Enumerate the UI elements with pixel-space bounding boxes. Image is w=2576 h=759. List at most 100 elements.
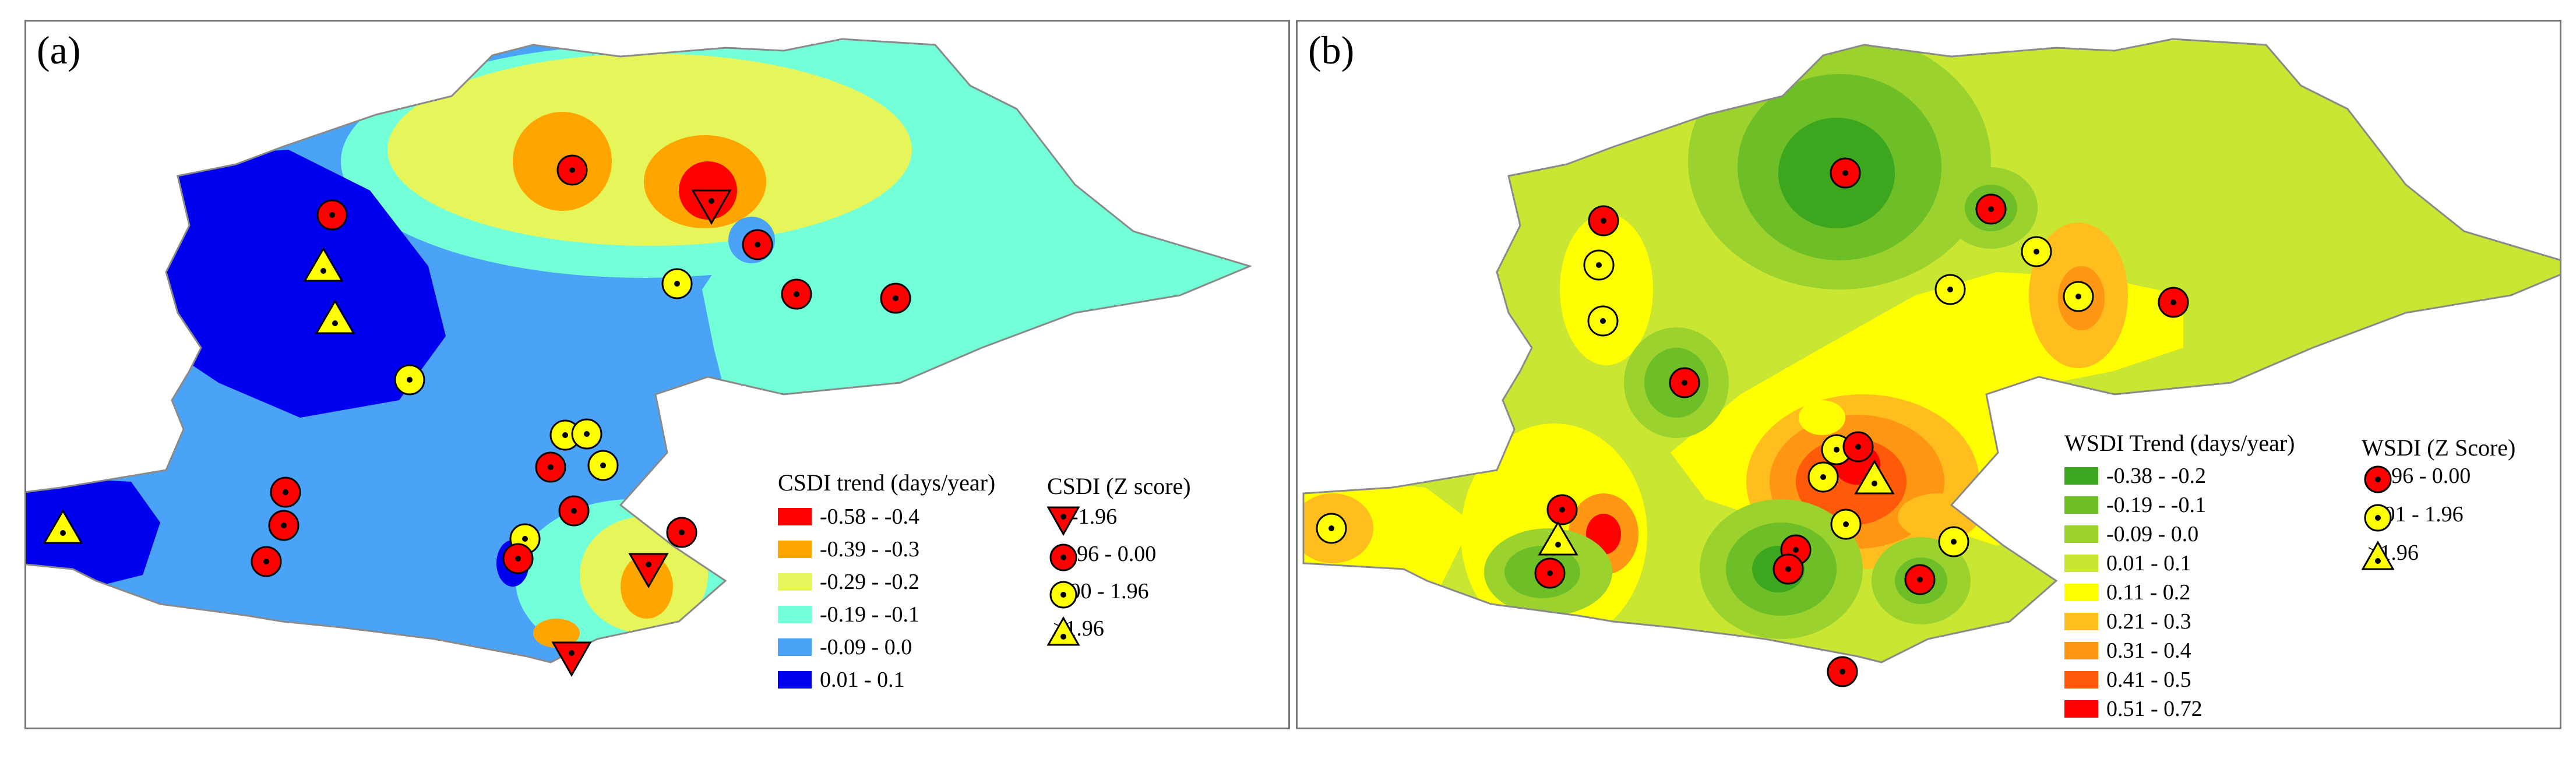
trend-legend-item: -0.19 - -0.1 xyxy=(2064,492,2206,518)
station-yellow-circle xyxy=(587,450,619,481)
z-legend-item: -1.96 - 0.00 xyxy=(2362,463,2471,493)
legend-swatch xyxy=(2064,584,2098,601)
trend-legend-item: -0.09 - 0.0 xyxy=(778,634,912,660)
station-red-triangle-down xyxy=(628,553,669,589)
station-red-circle xyxy=(742,229,773,260)
z-legend-item: 0.01 - 1.96 xyxy=(2362,502,2464,532)
wsdi-trend-legend-title: WSDI Trend (days/year) xyxy=(2064,430,2295,456)
z-legend-item: -1.96 - 0.00 xyxy=(1047,541,1156,571)
station-red-circle xyxy=(1827,656,1858,687)
station-yellow-circle xyxy=(2021,236,2052,267)
station-red-circle xyxy=(556,154,588,186)
station-yellow-circle xyxy=(661,268,693,299)
station-red-circle xyxy=(1546,494,1578,525)
legend-swatch xyxy=(778,573,812,591)
trend-legend-item: -0.29 - -0.2 xyxy=(778,569,919,595)
z-legend-item: >1.96 xyxy=(2362,540,2419,570)
legend-swatch xyxy=(2064,671,2098,689)
z-legend-item: < -1.96 xyxy=(1047,504,1117,536)
trend-legend-item: 0.01 - 0.1 xyxy=(2064,550,2191,576)
legend-swatch xyxy=(778,541,812,558)
csdi-map-graphic xyxy=(26,38,1253,677)
trend-legend-item: 0.21 - 0.3 xyxy=(2064,609,2191,634)
panel-a-csdi-map: (a) CSDI trend (days/year) -0.58 - -0.4 -… xyxy=(24,20,1290,729)
trend-legend-item: 0.31 - 0.4 xyxy=(2064,638,2191,663)
station-red-circle xyxy=(1904,564,1936,595)
legend-swatch xyxy=(2064,555,2098,572)
station-red-circle xyxy=(1830,157,1861,189)
station-yellow-triangle xyxy=(303,247,344,282)
station-yellow-circle xyxy=(1830,509,1862,540)
station-red-circle xyxy=(1534,557,1566,589)
trend-legend-item: -0.39 - -0.3 xyxy=(778,536,919,562)
legend-swatch xyxy=(778,638,812,656)
legend-label: -0.58 - -0.4 xyxy=(820,504,919,529)
station-yellow-circle xyxy=(571,418,602,450)
trend-legend-item: -0.38 - -0.2 xyxy=(2064,463,2206,489)
station-yellow-triangle xyxy=(1538,521,1578,556)
wsdi-station-markers xyxy=(1316,157,2189,687)
station-red-circle xyxy=(1975,193,2007,225)
trend-legend-item: -0.58 - -0.4 xyxy=(778,504,919,529)
station-yellow-circle xyxy=(1583,249,1615,281)
station-red-circle xyxy=(268,510,299,541)
station-red-circle xyxy=(1669,367,1700,398)
csdi-trend-legend-title: CSDI trend (days/year) xyxy=(778,469,996,496)
csdi-z-legend-title: CSDI (Z score) xyxy=(1047,473,1191,499)
station-yellow-triangle xyxy=(1854,460,1895,495)
wsdi-map-graphic xyxy=(1302,38,2560,687)
legend-label: 0.21 - 0.3 xyxy=(2106,609,2191,634)
station-red-circle xyxy=(880,283,911,314)
station-yellow-circle xyxy=(2063,281,2094,312)
trend-legend-item: 0.41 - 0.5 xyxy=(2064,667,2191,693)
legend-swatch xyxy=(778,671,812,689)
station-yellow-circle xyxy=(394,364,425,396)
panel-b-wsdi-map: (b) WSDI Trend (days/year) -0.38 - -0.2 -… xyxy=(1296,20,2561,729)
legend-label: -0.09 - 0.0 xyxy=(2106,522,2199,546)
legend-label: -0.19 - -0.1 xyxy=(2106,493,2206,517)
legend-swatch xyxy=(2064,525,2098,543)
legend-label: -0.19 - -0.1 xyxy=(820,602,919,627)
trend-legend-item: -0.09 - 0.0 xyxy=(2064,521,2198,547)
legend-label: 0.51 - 0.72 xyxy=(2106,697,2203,721)
legend-label: -0.09 - 0.0 xyxy=(820,635,912,659)
trend-legend-item: 0.51 - 0.72 xyxy=(2064,696,2203,722)
station-red-triangle-down xyxy=(551,641,592,677)
legend-label: 0.31 - 0.4 xyxy=(2106,638,2191,663)
z-legend-item: >1.96 xyxy=(1047,616,1104,646)
csdi-station-markers xyxy=(43,154,911,677)
legend-label: -0.29 - -0.2 xyxy=(820,570,919,594)
legend-swatch xyxy=(2064,642,2098,659)
legend-swatch xyxy=(778,606,812,623)
station-red-circle xyxy=(1588,205,1619,236)
legend-label: 0.11 - 0.2 xyxy=(2106,580,2191,605)
legend-label: 0.41 - 0.5 xyxy=(2106,668,2191,692)
legend-label: 0.01 - 0.1 xyxy=(2106,551,2191,576)
station-yellow-circle xyxy=(1807,461,1839,493)
station-red-circle xyxy=(1842,431,1874,463)
station-yellow-circle xyxy=(1316,513,1347,544)
trend-legend-item: 0.01 - 0.1 xyxy=(778,667,905,693)
station-red-circle xyxy=(781,278,812,310)
station-yellow-circle xyxy=(1934,274,1966,305)
station-red-circle xyxy=(558,495,590,527)
legend-label: -0.38 - -0.2 xyxy=(2106,464,2206,488)
legend-swatch xyxy=(2064,496,2098,514)
station-yellow-circle xyxy=(1938,526,1969,557)
station-red-circle xyxy=(535,451,566,483)
station-red-circle xyxy=(666,517,697,548)
station-yellow-circle xyxy=(1587,305,1619,337)
station-red-circle xyxy=(316,199,348,231)
station-yellow-triangle xyxy=(43,509,83,544)
legend-swatch xyxy=(2064,700,2098,718)
wsdi-z-legend-title: WSDI (Z Score) xyxy=(2362,435,2516,461)
trend-legend-item: -0.19 - -0.1 xyxy=(778,602,919,627)
station-red-circle xyxy=(1772,553,1804,585)
legend-swatch xyxy=(2064,613,2098,630)
station-red-circle xyxy=(251,546,282,577)
station-red-circle xyxy=(270,476,301,508)
station-yellow-triangle xyxy=(315,299,355,334)
legend-swatch xyxy=(2064,467,2098,485)
wsdi-trend-surface xyxy=(1303,39,2560,662)
station-red-triangle-down xyxy=(691,189,732,225)
